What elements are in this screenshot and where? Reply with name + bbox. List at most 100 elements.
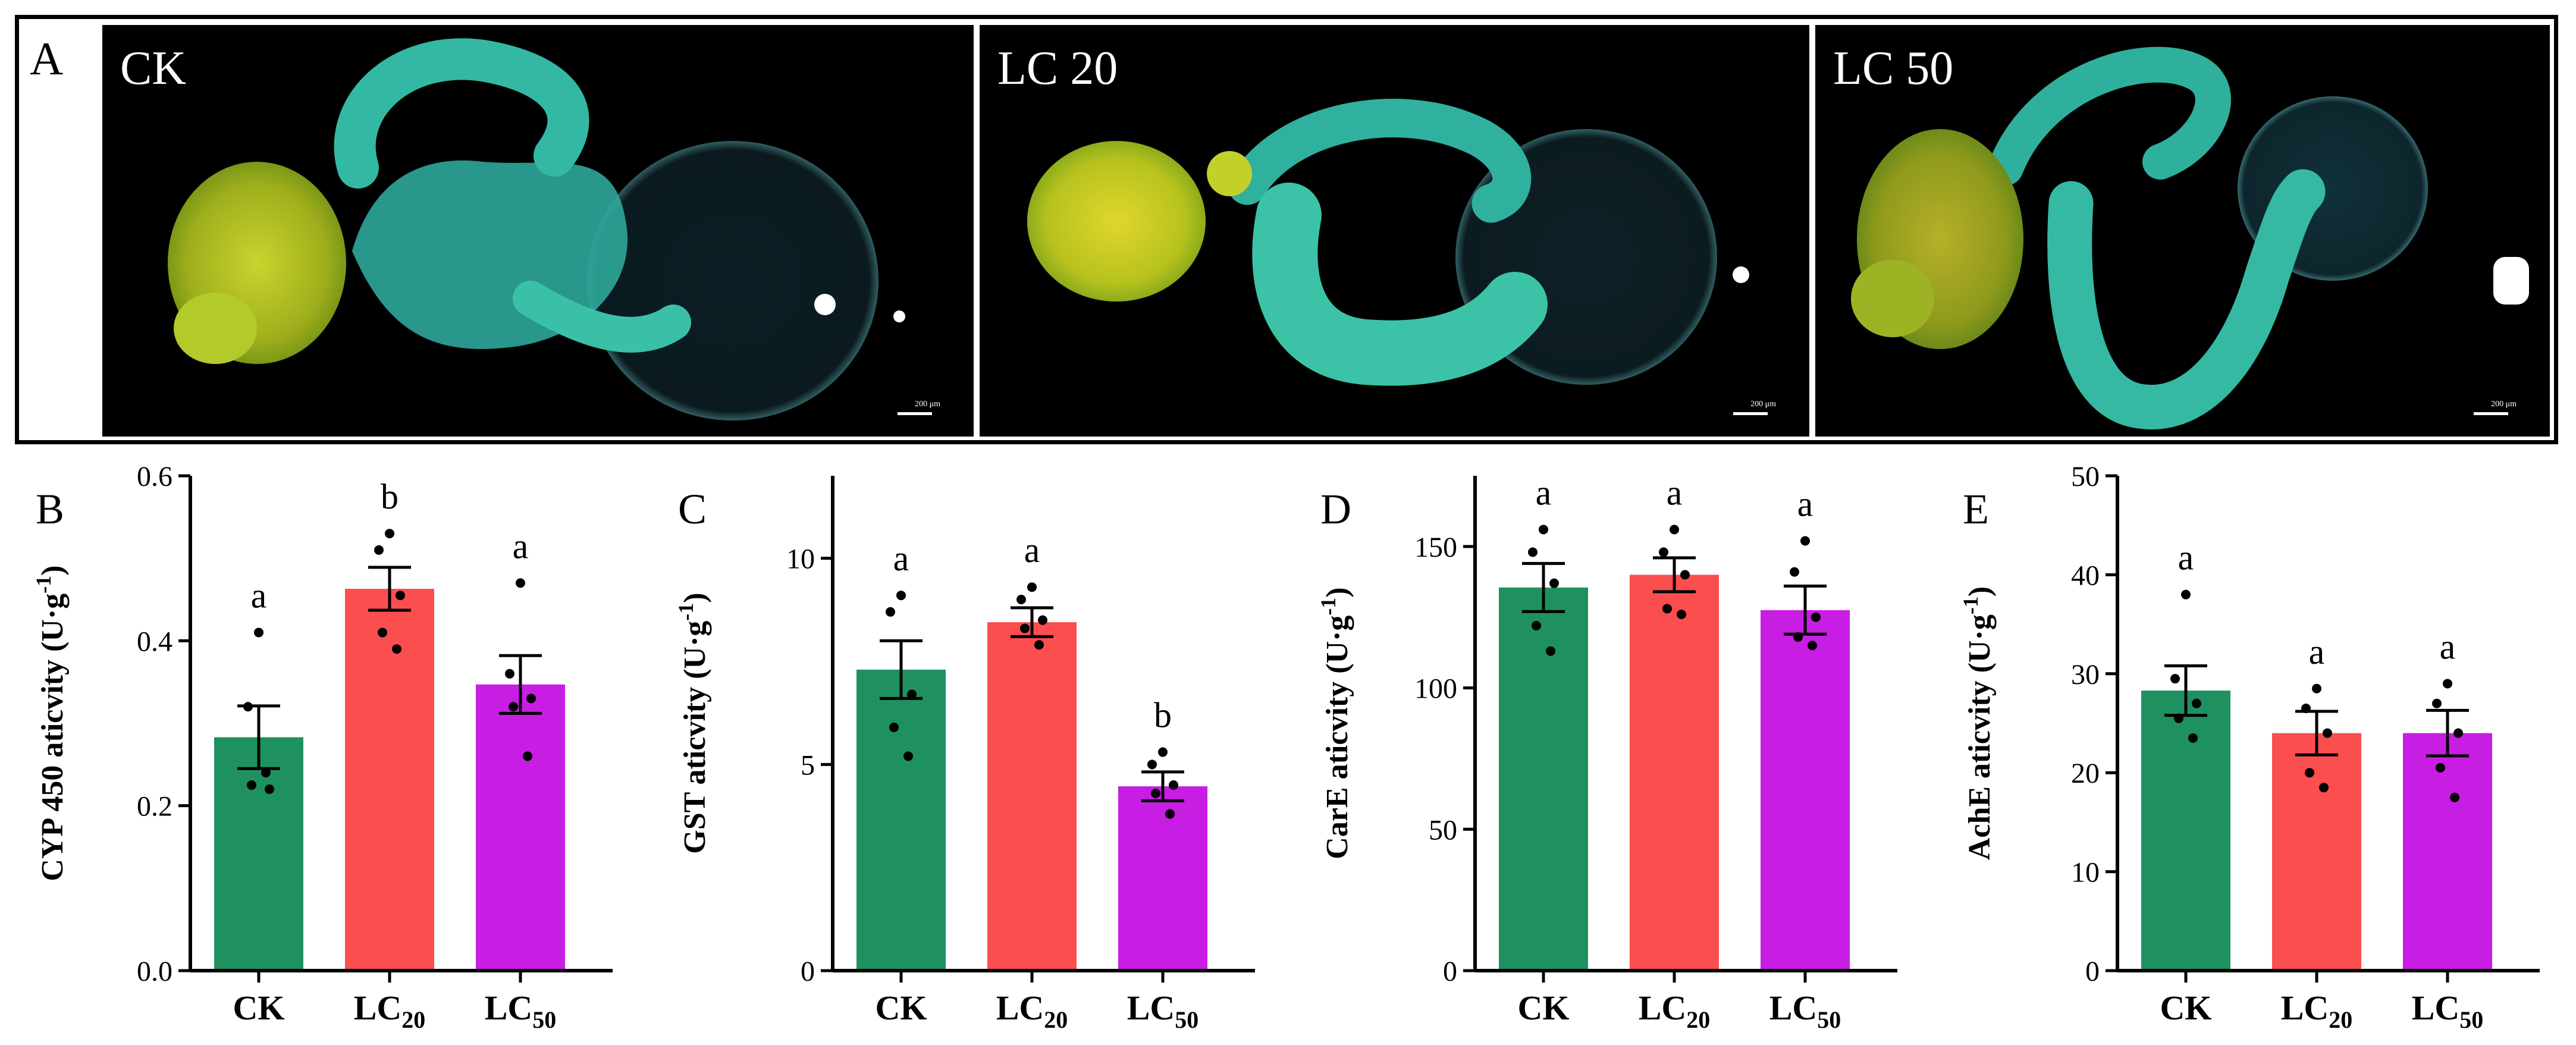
data-point [1659,547,1668,557]
panel-letter: C [678,485,707,533]
y-axis-label: CYP 450 aticvity (U·g-1) [32,565,70,881]
chart-panel-c: Ca a b 0 5 10 CK LC20 LC50 GST aticvity (U·g-1) [674,476,1255,1033]
significance-letter: a [893,539,909,578]
data-point [254,627,263,638]
photo-lc50: LC 50 200 μm [1815,25,2550,437]
data-point [1546,646,1555,656]
bar-ck [1499,587,1588,971]
y-tick-label: 20 [2071,758,2100,789]
y-tick-label: 0.6 [137,461,172,492]
data-point [1151,788,1160,798]
data-point [385,529,394,539]
data-point [374,545,384,555]
data-point [1549,578,1559,588]
x-tick-label: LC20 [996,988,1068,1033]
data-point [2174,713,2183,723]
data-point [1016,595,1026,604]
significance-letter: a [513,526,529,566]
x-tick-label: LC20 [1639,988,1711,1033]
bar-lc50 [1761,610,1850,971]
significance-letter: a [251,576,267,615]
x-tick-label: LC50 [1769,988,1841,1033]
x-tick-label: CK [1518,988,1570,1027]
y-tick-label: 50 [1429,814,1457,846]
significance-letter: a [1024,531,1040,570]
significance-letter: b [1154,696,1172,735]
significance-letter: a [2309,632,2325,671]
data-point [265,784,274,794]
data-point [2443,679,2452,689]
y-axis-label: CarE aticvity (U·g-1) [1316,587,1354,859]
data-point [2436,762,2445,773]
bar-lc50 [1118,786,1207,971]
bar-lc20 [987,622,1077,971]
data-point [396,591,405,601]
y-tick-label: 10 [2071,857,2100,889]
data-point [2192,698,2201,708]
bar-lc20 [2272,733,2361,971]
data-point [1680,570,1690,580]
data-point [1038,615,1047,625]
panel-a-frame: A CK 200 μm [15,15,2558,444]
y-tick-label: 0.4 [137,626,172,657]
photo-lc50-illustration [1851,46,2529,429]
data-point [1790,567,1799,577]
x-tick-label: LC50 [2412,988,2484,1033]
y-tick-label: 0.0 [137,956,172,987]
data-point [516,578,525,588]
data-point [2181,589,2191,600]
data-point [2450,792,2459,802]
data-point [1662,604,1672,614]
y-tick-label: 100 [1414,673,1457,705]
photo-label-ck: CK [120,42,187,95]
chart-panel-b: Ba b a 0.0 0.2 0.4 0.6 CK LC20 LC50 CYP 450 aticvi… [32,461,613,1033]
y-tick-label: 30 [2071,659,2100,691]
panel-letter-a: A [30,33,64,84]
bar-ck [214,737,303,971]
y-tick-label: 5 [801,749,815,781]
bar-lc50 [2403,733,2492,971]
data-point [2312,683,2321,693]
data-point [2188,733,2198,743]
x-tick-label: LC20 [2281,988,2353,1033]
data-point [889,722,899,732]
data-point [1020,623,1030,633]
y-tick-label: 150 [1414,532,1457,563]
data-point [392,644,401,654]
y-tick-label: 0.2 [137,791,172,823]
photo-lc20: LC 20 200 μm [980,25,1809,437]
significance-letter: a [2440,627,2456,666]
data-point [1539,525,1548,535]
enzyme-activity-charts: Ba b a 0.0 0.2 0.4 0.6 CK LC20 LC50 CYP 450 aticvi… [32,461,2540,1033]
data-point [2305,768,2314,778]
x-tick-label: CK [2160,988,2212,1027]
photo-ck: CK 200 μm [102,25,974,437]
data-point [1532,620,1541,630]
x-tick-label: LC50 [485,988,557,1033]
data-point [243,702,253,712]
panel-letter: D [1320,485,1351,533]
significance-letter: a [2178,538,2194,578]
data-point [1677,609,1686,619]
data-point [2301,704,2311,714]
data-point [907,689,917,699]
scale-bar [898,412,932,415]
significance-letter: a [1797,484,1813,523]
significance-letter: b [381,477,399,516]
bar-ck [2141,691,2230,971]
data-point [1165,809,1175,819]
bar-lc20 [1630,575,1719,971]
data-point [1158,747,1168,757]
photo-label-lc20: LC 20 [997,42,1118,95]
scale-bar [1733,412,1768,415]
scale-bar-label: 200 μm [915,400,940,409]
y-tick-label: 50 [2071,461,2100,492]
y-tick-label: 0 [801,956,815,987]
scale-bar-label: 200 μm [2491,400,2517,409]
scale-bar [2474,412,2508,415]
data-point [2323,728,2332,738]
data-point [1808,641,1817,651]
data-point [1670,525,1679,535]
data-point [903,751,913,761]
